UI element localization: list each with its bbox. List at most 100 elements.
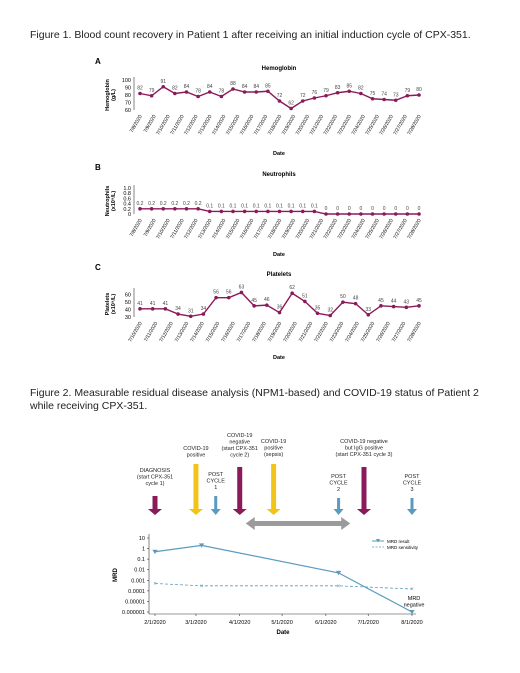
data-label: 43 (404, 299, 410, 305)
data-point (300, 99, 305, 103)
event-label-line: 1 (214, 485, 217, 491)
data-point (312, 209, 317, 214)
data-label: 33 (365, 307, 371, 313)
x-tick-label: 3/1/2020 (185, 620, 206, 626)
data-label: 34 (201, 306, 207, 312)
data-point (290, 291, 294, 296)
y-axis-label-line: Hemoglobin (105, 78, 111, 110)
event-arrow-head (356, 509, 371, 515)
data-label: 36 (277, 305, 283, 311)
data-point (353, 301, 358, 306)
data-label: 84 (207, 84, 213, 90)
data-point (138, 207, 142, 211)
y-tick-label: 90 (125, 86, 131, 92)
y-axis-label-line: Neutrophils (105, 186, 111, 217)
data-point (417, 212, 421, 216)
event-arrow-shaft (361, 467, 367, 509)
data-point (254, 209, 259, 214)
event-arrow-head (266, 509, 281, 515)
panel-letter: C (95, 263, 101, 272)
x-axis-label: Date (273, 252, 285, 258)
data-label: 73 (393, 92, 399, 98)
data-point (207, 90, 212, 94)
x-tick-label: 7/1/2020 (358, 620, 379, 626)
data-point (173, 207, 177, 211)
data-label: 0 (383, 206, 386, 212)
y-axis-label: Platelets(x10⁹/L) (105, 293, 117, 316)
event-arrow-head (333, 509, 344, 515)
data-label: 32 (327, 308, 333, 314)
data-label: 78 (219, 89, 225, 95)
data-label: 0.1 (276, 203, 283, 209)
y-tick-label: 1 (142, 547, 145, 553)
data-label: 84 (184, 84, 190, 90)
mrd-negative-label: MRD negative (404, 596, 425, 609)
data-label: 76 (312, 90, 318, 96)
event-label-line: 3 (410, 487, 413, 493)
event-arrow-head (210, 509, 221, 515)
data-point (239, 290, 244, 295)
event-label: COVID-19 negative but IgG positive (start … (336, 439, 393, 458)
data-point (266, 89, 270, 94)
data-label: 84 (242, 84, 248, 90)
data-point (277, 310, 282, 315)
data-point (324, 212, 328, 216)
data-label: 72 (277, 93, 283, 99)
event-arrow-shaft (271, 464, 277, 509)
data-label: 0.1 (253, 203, 260, 209)
event-arrow-head (148, 509, 162, 515)
data-label: 0.2 (137, 201, 144, 207)
data-label: 0.2 (183, 201, 190, 207)
y-tick-label: 0.00001 (125, 599, 145, 605)
y-axis-label-line: Platelets (105, 293, 111, 316)
data-label: 0.2 (148, 201, 155, 207)
data-point (328, 313, 333, 318)
x-axis-label: Date (273, 151, 285, 157)
data-label: 0 (418, 206, 421, 212)
event-label: DIAGNOSIS (start CPX-351 cycle 1) (137, 468, 173, 487)
data-point (176, 312, 180, 316)
data-point (207, 209, 212, 214)
data-point (163, 307, 168, 311)
data-label: 62 (289, 285, 295, 291)
event-label-line: cycle 1) (146, 481, 165, 487)
data-label: 79 (405, 88, 411, 94)
data-point (289, 106, 293, 111)
data-label: 79 (149, 88, 155, 94)
data-point (347, 89, 352, 94)
data-point (315, 311, 320, 316)
data-point (335, 570, 342, 576)
data-point (303, 299, 307, 304)
x-tick-label: 5/1/2020 (271, 620, 292, 626)
data-point (277, 99, 282, 103)
data-point (335, 212, 340, 216)
event-arrow-shaft (214, 496, 218, 509)
data-label: 0.1 (218, 203, 225, 209)
event-label-line: cycle 2) (230, 453, 249, 459)
data-label: 85 (346, 83, 352, 89)
legend-marker (376, 539, 380, 543)
y-tick-label: 60 (125, 293, 131, 299)
data-label: 44 (391, 299, 397, 305)
data-label: 80 (416, 87, 422, 93)
panel-letter: A (95, 57, 101, 66)
data-point (393, 212, 398, 216)
y-tick-label: 0.2 (123, 207, 131, 213)
data-point: × (153, 581, 157, 587)
event-label: COVID-19 positive (183, 446, 208, 459)
event-label-line: CYCLE (403, 481, 422, 487)
data-point (289, 209, 293, 214)
event-arrow-shaft (193, 464, 199, 509)
y-tick-label: 80 (125, 93, 131, 99)
data-label: 45 (251, 298, 257, 304)
panel-title: Hemoglobin (262, 66, 297, 72)
data-label: 0.1 (230, 203, 237, 209)
data-label: 63 (239, 284, 245, 290)
y-tick-label: 70 (125, 101, 131, 107)
event-label: POST CYCLE 2 (329, 474, 348, 493)
data-point (252, 304, 256, 308)
data-label: 62 (288, 101, 294, 107)
data-label: 50 (340, 294, 346, 300)
event-label: POST CYCLE 3 (403, 474, 422, 493)
